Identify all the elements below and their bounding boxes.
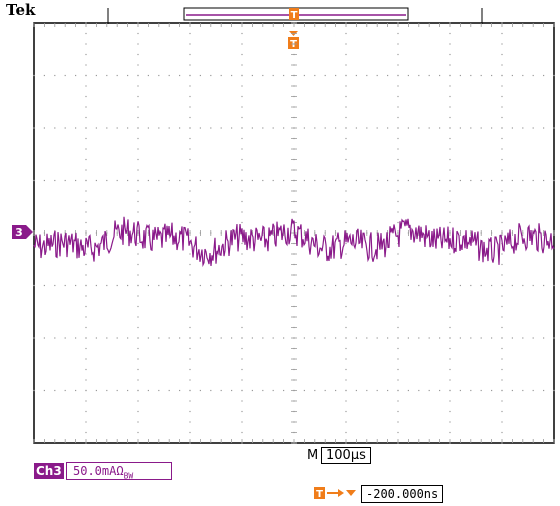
bandwidth-limit-icon: BW: [123, 471, 134, 481]
channel-3-scale-value: 50.0mAΩ: [73, 464, 124, 478]
timebase-value: 100µs: [321, 447, 371, 464]
tek-logo: Tek: [6, 1, 36, 19]
svg-text:T: T: [291, 10, 298, 21]
graticule-grid: [33, 22, 555, 444]
channel-3-ground-marker[interactable]: 3: [12, 225, 33, 239]
trigger-position-icon: T: [314, 487, 356, 500]
svg-text:3: 3: [15, 226, 23, 239]
trigger-position-readout[interactable]: -200.000ns: [361, 485, 444, 503]
channel-3-waveform: [33, 216, 555, 268]
timebase-readout[interactable]: M 100µs: [307, 447, 371, 464]
timebase-prefix: M: [307, 448, 319, 463]
channel-3-label[interactable]: Ch3: [34, 463, 64, 479]
trigger-position-marker[interactable]: T: [289, 8, 299, 21]
channel-3-scale-readout[interactable]: 50.0mAΩBW: [66, 462, 172, 480]
svg-text:T: T: [316, 489, 323, 500]
